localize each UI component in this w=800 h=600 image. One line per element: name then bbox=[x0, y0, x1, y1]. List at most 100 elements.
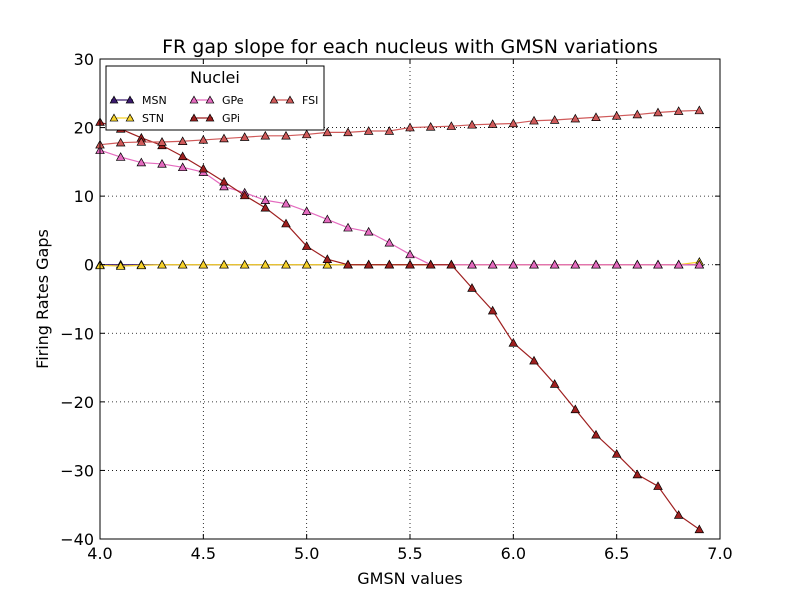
data-point-gpi bbox=[446, 259, 457, 269]
data-point-gpe bbox=[363, 226, 374, 236]
y-axis-title: Firing Rates Gaps bbox=[33, 229, 52, 369]
data-point-gpe bbox=[177, 162, 188, 172]
legend-marker-msn bbox=[109, 95, 119, 104]
data-point-fsi bbox=[343, 127, 353, 137]
data-point-stn bbox=[177, 259, 188, 269]
data-point-gpe bbox=[611, 259, 622, 269]
data-point-fsi bbox=[673, 106, 684, 115]
legend-item-fsi: FSI bbox=[269, 94, 318, 107]
y-tick-label: −10 bbox=[60, 324, 94, 343]
data-point-gpi bbox=[529, 355, 539, 365]
legend-marker-fsi bbox=[269, 95, 279, 104]
data-point-gpi bbox=[363, 259, 374, 269]
data-point-fsi bbox=[115, 137, 126, 147]
data-point-fsi bbox=[694, 105, 705, 115]
data-point-fsi bbox=[549, 115, 560, 124]
data-point-fsi bbox=[198, 134, 209, 144]
legend-item-msn: MSN bbox=[109, 94, 167, 107]
data-point-fsi bbox=[384, 126, 395, 135]
data-point-fsi bbox=[177, 136, 188, 145]
legend-marker-gpi bbox=[189, 113, 199, 122]
data-point-gpi bbox=[198, 163, 209, 173]
y-tick-label: −30 bbox=[60, 461, 94, 480]
data-point-gpe bbox=[157, 158, 167, 168]
series-layer bbox=[95, 105, 705, 534]
data-point-gpe bbox=[632, 259, 643, 269]
legend-marker-gpi bbox=[205, 113, 215, 122]
data-point-gpe bbox=[343, 222, 353, 232]
data-point-gpi bbox=[301, 241, 312, 250]
data-point-gpi bbox=[281, 218, 291, 228]
data-point-fsi bbox=[363, 126, 374, 135]
data-point-gpi bbox=[467, 283, 477, 292]
data-point-fsi bbox=[405, 122, 415, 132]
legend-label-gpi: GPi bbox=[222, 112, 240, 125]
data-point-gpe bbox=[653, 259, 663, 269]
data-point-fsi bbox=[467, 119, 477, 129]
data-point-gpi bbox=[570, 404, 581, 414]
data-point-gpi bbox=[487, 305, 498, 315]
legend-item-gpe: GPe bbox=[189, 94, 244, 107]
data-point-gpe bbox=[405, 249, 415, 259]
data-point-stn bbox=[198, 259, 209, 269]
data-point-fsi bbox=[611, 110, 622, 120]
data-point-gpe bbox=[570, 259, 581, 269]
data-point-fsi bbox=[446, 121, 457, 130]
data-point-stn bbox=[219, 259, 229, 269]
data-point-fsi bbox=[219, 133, 229, 143]
data-point-gpe bbox=[694, 259, 705, 269]
data-point-fsi bbox=[529, 115, 539, 125]
series-gpi bbox=[95, 117, 705, 534]
data-point-gpi bbox=[549, 379, 560, 388]
data-point-gpi bbox=[384, 259, 395, 269]
data-point-fsi bbox=[425, 121, 436, 131]
data-point-fsi bbox=[239, 132, 250, 141]
data-point-gpi bbox=[632, 469, 643, 479]
data-point-gpi bbox=[591, 429, 601, 439]
data-point-stn bbox=[115, 261, 126, 270]
data-point-stn bbox=[322, 259, 333, 269]
legend-item-stn: STN bbox=[109, 112, 164, 125]
data-point-fsi bbox=[632, 109, 643, 119]
data-point-gpi bbox=[653, 481, 663, 490]
data-point-gpi bbox=[239, 190, 250, 200]
data-point-stn bbox=[281, 259, 291, 269]
x-tick-label: 6.5 bbox=[604, 544, 629, 563]
y-tick-label: −20 bbox=[60, 393, 94, 412]
data-point-gpe bbox=[115, 152, 126, 161]
legend-title: Nuclei bbox=[190, 68, 240, 87]
data-point-fsi bbox=[591, 112, 601, 121]
data-point-gpi bbox=[405, 259, 415, 269]
data-point-gpe bbox=[549, 259, 560, 269]
data-point-fsi bbox=[570, 113, 581, 123]
data-point-fsi bbox=[136, 137, 147, 146]
legend-marker-msn bbox=[125, 95, 135, 104]
data-point-gpi bbox=[219, 176, 229, 186]
x-tick-label: 5.5 bbox=[397, 544, 422, 563]
data-point-fsi bbox=[653, 107, 663, 117]
data-point-gpi bbox=[322, 254, 333, 263]
data-point-gpi bbox=[177, 151, 188, 161]
data-point-gpe bbox=[301, 206, 312, 215]
legend-marker-gpe bbox=[205, 95, 215, 104]
data-point-stn bbox=[157, 259, 167, 269]
series-line-fsi bbox=[99, 109, 700, 146]
legend-label-gpe: GPe bbox=[222, 94, 244, 107]
legend-label-fsi: FSI bbox=[302, 94, 318, 107]
legend-item-gpi: GPi bbox=[189, 112, 240, 125]
y-tick-label: 20 bbox=[74, 119, 94, 138]
data-point-gpe bbox=[487, 259, 498, 269]
legend-marker-fsi bbox=[285, 95, 295, 104]
data-point-gpe bbox=[467, 259, 477, 269]
x-tick-label: 5.0 bbox=[294, 544, 319, 563]
x-tick-label: 4.0 bbox=[87, 544, 112, 563]
data-point-stn bbox=[260, 259, 271, 269]
data-point-stn bbox=[301, 259, 312, 269]
data-point-gpi bbox=[425, 259, 436, 269]
legend-marker-gpe bbox=[189, 95, 199, 104]
x-tick-label: 7.0 bbox=[707, 544, 732, 563]
legend-box bbox=[105, 65, 325, 131]
data-point-gpe bbox=[281, 198, 291, 208]
data-point-fsi bbox=[157, 137, 167, 146]
